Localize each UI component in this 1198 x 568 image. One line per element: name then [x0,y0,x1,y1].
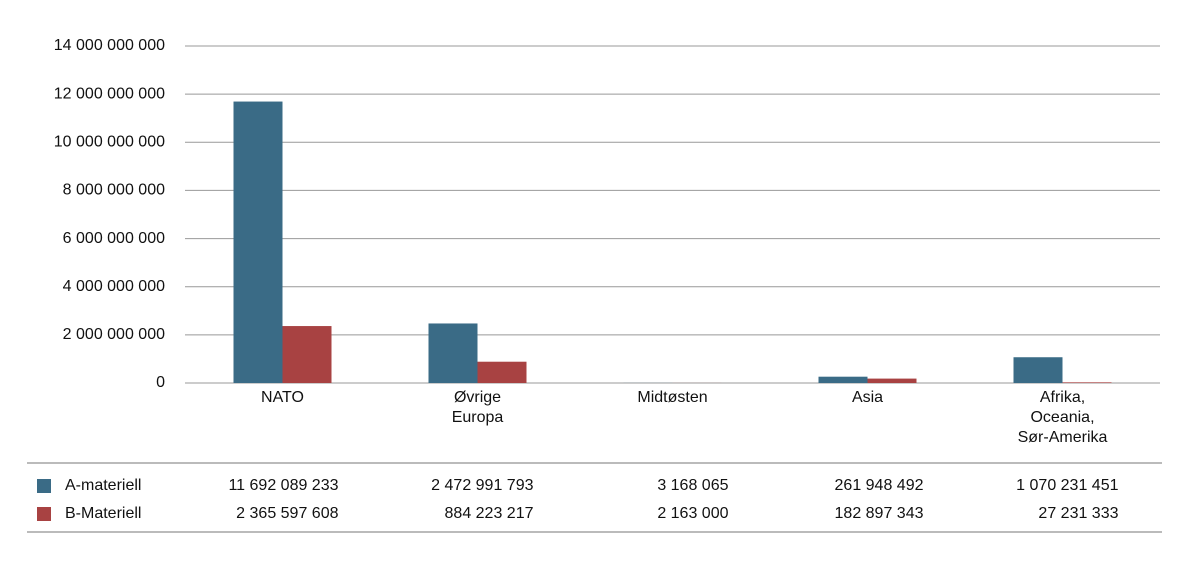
x-tick-label: Afrika, Oceania, Sør-Amerika [1017,389,1108,446]
x-tick-label: Asia [851,389,884,406]
y-tick-label: 8 000 000 000 [63,182,165,199]
legend-swatch [37,479,51,493]
x-tick-label: Midtøsten [637,389,708,406]
bar [867,378,917,383]
bar [233,101,283,383]
bar [428,323,478,383]
table-value: 2 163 000 [657,505,728,522]
legend-swatch [37,507,51,521]
legend-label: B-Materiell [65,505,141,522]
bar [1062,382,1112,383]
table-value: 27 231 333 [1038,505,1118,522]
bar [282,326,332,383]
y-tick-label: 0 [156,374,165,391]
bar [477,361,527,383]
legend-label: A-materiell [65,477,141,494]
bar [818,376,868,383]
y-tick-label: 2 000 000 000 [63,326,165,343]
y-tick-label: 6 000 000 000 [63,230,165,247]
table-value: 182 897 343 [835,505,924,522]
y-tick-label: 4 000 000 000 [63,278,165,295]
x-tick-label: Øvrige Europa [451,389,504,426]
table-value: 3 168 065 [657,477,728,494]
table-value: 261 948 492 [835,477,924,494]
y-tick-label: 14 000 000 000 [54,37,165,54]
bar [1013,357,1063,383]
table-value: 2 472 991 793 [431,477,533,494]
y-tick-label: 10 000 000 000 [54,134,165,151]
table-value: 884 223 217 [445,505,534,522]
table-value: 11 692 089 233 [228,477,338,494]
x-tick-label: NATO [261,389,304,406]
table-value: 2 365 597 608 [236,505,338,522]
y-tick-label: 12 000 000 000 [54,85,165,102]
table-value: 1 070 231 451 [1016,477,1118,494]
